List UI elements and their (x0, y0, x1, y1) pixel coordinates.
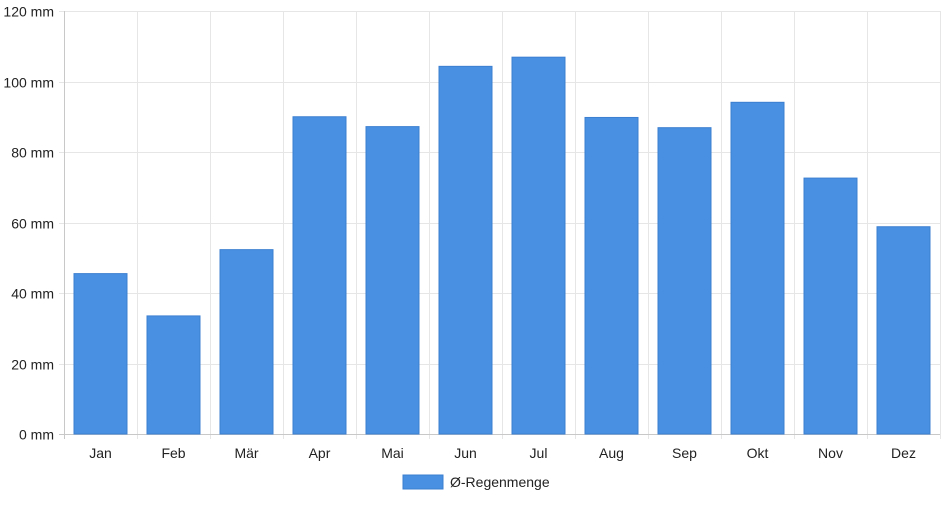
x-tick-labels: Jan Feb Mär Apr Mai Jun Jul Aug Sep Okt Nov Dez (89, 445, 916, 461)
legend[interactable]: Ø-Regenmenge (402, 474, 550, 490)
y-tick-labels: 0 mm 20 mm 40 mm 60 mm 80 mm 100 mm 120 mm (3, 4, 54, 443)
x-tick-label: Okt (747, 445, 769, 461)
bar-aug[interactable] (584, 116, 639, 435)
x-tick-label: Nov (818, 445, 843, 461)
x-tick-label: Aug (599, 445, 624, 461)
bar-okt[interactable] (730, 101, 785, 435)
y-tick-label: 80 mm (11, 145, 54, 161)
y-tick-label: 100 mm (3, 75, 54, 91)
bar-jul[interactable] (511, 56, 566, 435)
y-tick-label: 0 mm (19, 427, 54, 443)
bar-apr[interactable] (292, 116, 347, 435)
axes (64, 11, 940, 435)
x-tick-label: Jul (530, 445, 548, 461)
bar-jan[interactable] (73, 273, 128, 435)
x-tick-label: Mär (234, 445, 258, 461)
x-tick-label: Jan (89, 445, 112, 461)
y-tick-label: 20 mm (11, 357, 54, 373)
bar-mär[interactable] (219, 249, 274, 435)
bar-mai[interactable] (365, 126, 420, 435)
x-tick-label: Dez (891, 445, 916, 461)
y-tick-label: 120 mm (3, 4, 54, 20)
legend-swatch[interactable] (402, 474, 444, 490)
grid-lines (59, 11, 941, 439)
x-tick-label: Apr (309, 445, 331, 461)
legend-label[interactable]: Ø-Regenmenge (450, 474, 550, 490)
x-tick-label: Sep (672, 445, 697, 461)
bars (73, 56, 931, 435)
x-tick-label: Jun (454, 445, 477, 461)
bar-jun[interactable] (438, 65, 493, 435)
x-tick-label: Feb (161, 445, 185, 461)
bar-nov[interactable] (803, 177, 858, 435)
bar-sep[interactable] (657, 127, 712, 435)
bar-dez[interactable] (876, 226, 931, 435)
x-tick-label: Mai (381, 445, 404, 461)
bar-feb[interactable] (146, 315, 201, 435)
y-tick-label: 60 mm (11, 216, 54, 232)
y-tick-label: 40 mm (11, 286, 54, 302)
